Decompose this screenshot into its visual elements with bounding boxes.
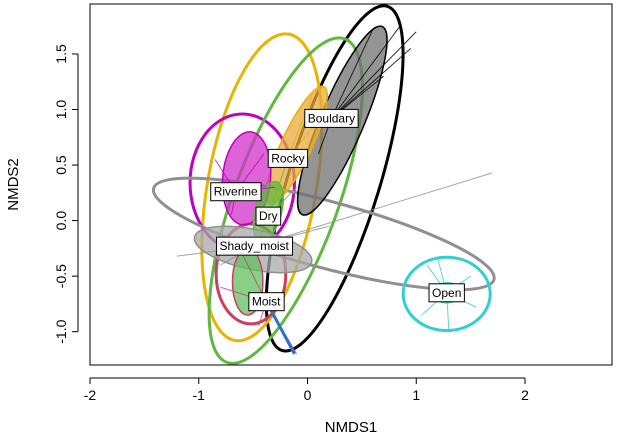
label-open: Open: [432, 286, 461, 300]
label-rocky: Rocky: [271, 151, 304, 165]
extra-segment-0: [268, 306, 296, 355]
label-riverine: Riverine: [214, 185, 258, 199]
label-box-open: [428, 283, 465, 303]
y-tick-label-5: 1.5: [53, 44, 69, 64]
spoke-bouldary-0: [331, 25, 401, 119]
label-box-rocky: [267, 148, 309, 168]
x-tick-label-3: 1: [412, 387, 420, 403]
label-moist: Moist: [252, 295, 281, 309]
y-tick-label-2: 0.0: [53, 211, 69, 231]
plot-frame: [89, 3, 613, 366]
axes: -2 -1 0 1 2 -1.0 -0.5 0.0 0.5 1.0 1.5: [53, 44, 529, 403]
y-tick-label-4: 1.0: [53, 100, 69, 120]
label-box-shady-moist: [216, 236, 294, 256]
dispersion-ellipse-shady-moist: [151, 176, 496, 292]
x-tick-label-1: -1: [193, 387, 206, 403]
spoke-bouldary-3: [331, 31, 417, 119]
label-box-riverine: [210, 182, 262, 202]
x-tick-label-4: 2: [521, 387, 529, 403]
spoke-shady-moist-0: [254, 172, 493, 247]
dispersion-ellipse-moist: [214, 222, 288, 326]
y-tick-label-0: -1.0: [53, 319, 69, 343]
spoke-rocky-0: [287, 92, 314, 159]
label-bouldary: Bouldary: [308, 111, 355, 125]
y-tick-label-1: -0.5: [53, 264, 69, 288]
label-box-moist: [248, 292, 285, 312]
spoke-bouldary-1: [331, 48, 412, 119]
y-tick-label-3: 0.5: [53, 155, 69, 175]
spoke-bouldary-2: [330, 29, 374, 119]
label-box-dry: [255, 206, 282, 226]
x-tick-label-0: -2: [84, 387, 97, 403]
x-axis-title: NMDS1: [325, 419, 378, 436]
y-axis-title: NMDS2: [5, 158, 22, 211]
dispersion-ellipse-open: [401, 255, 492, 333]
label-dry: Dry: [259, 209, 278, 223]
spread-ellipses: [193, 25, 462, 316]
label-box-bouldary: [304, 108, 359, 128]
x-tick-label-2: 0: [304, 387, 312, 403]
label-shady-moist: Shady_moist: [220, 239, 290, 253]
